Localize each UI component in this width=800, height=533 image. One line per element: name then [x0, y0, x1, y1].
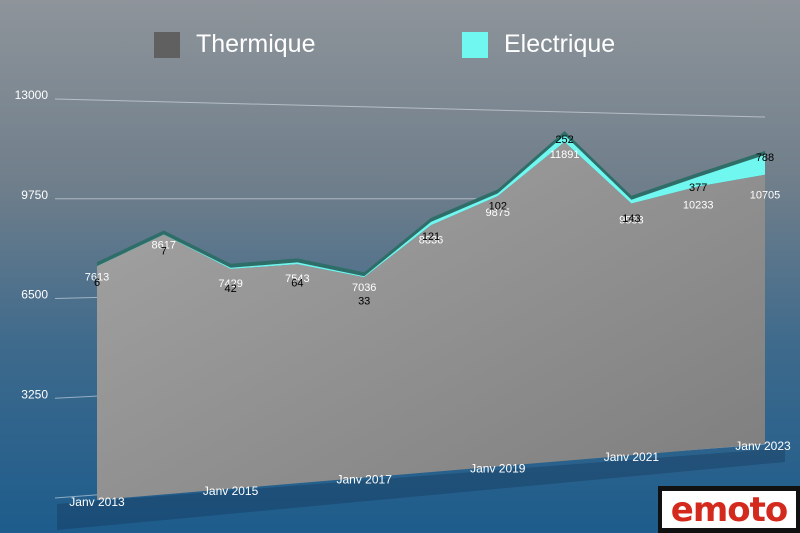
emoto-logo-text: emoto — [662, 491, 796, 528]
legend-swatch-thermique — [154, 31, 180, 58]
x-tick-label: Janv 2019 — [470, 461, 526, 475]
electrique-data-label: 33 — [358, 295, 370, 307]
y-tick-label: 9750 — [21, 188, 48, 202]
legend-item-electrique: Electrique — [462, 30, 615, 59]
thermique-data-label: 10233 — [683, 200, 714, 212]
ground-shadow — [57, 448, 785, 530]
x-tick-label: Janv 2015 — [203, 484, 259, 498]
thermique-data-label: 7543 — [285, 273, 309, 285]
thermique-data-label: 8617 — [152, 240, 176, 252]
thermique-data-label: 9875 — [486, 207, 510, 219]
thermique-area — [97, 141, 765, 500]
thermique-data-label: 7036 — [352, 282, 376, 294]
electrique-data-label: 7 — [161, 245, 167, 257]
emoto-logo: emoto — [658, 486, 800, 533]
thermique-data-label: 11891 — [550, 149, 580, 161]
electrique-data-label: 6 — [94, 277, 100, 289]
legend-label-thermique: Thermique — [196, 30, 316, 58]
electrique-data-label: 252 — [555, 134, 573, 146]
thermique-data-label: 10705 — [750, 190, 781, 202]
thermique-data-label: 7613 — [85, 271, 109, 283]
x-axis-ticks: Janv 2013 Janv 2015 Janv 2017 Janv 2019 Janv… — [69, 439, 791, 509]
electrique-data-label: 102 — [489, 200, 507, 212]
electrique-data-label: 143 — [622, 213, 640, 225]
electrique-data-label: 788 — [756, 152, 774, 164]
legend-swatch-electrique — [462, 31, 488, 58]
y-axis-ticks: 3250 6500 9750 13000 — [15, 88, 49, 401]
y-tick-label: 13000 — [15, 88, 49, 102]
thermique-data-label: 7429 — [218, 278, 242, 290]
electrique-data-label: 64 — [291, 277, 303, 289]
legend-label-electrique: Electrique — [504, 30, 616, 58]
y-tick-label: 3250 — [21, 387, 48, 401]
electrique-data-label: 121 — [422, 231, 440, 243]
x-tick-label: Janv 2013 — [69, 495, 125, 509]
electrique-area — [97, 135, 765, 278]
gridline — [54, 98, 766, 118]
y-tick-label: 6500 — [21, 288, 48, 302]
legend-item-thermique: Thermique — [154, 30, 316, 59]
data-labels: 7613 8617 7429 7543 7036 8836 9875 11891 9583 102… — [85, 134, 781, 307]
x-tick-label: Janv 2023 — [735, 439, 791, 453]
x-tick-label: Janv 2021 — [604, 450, 660, 464]
electrique-data-label: 377 — [689, 182, 707, 194]
thermique-data-label: 8836 — [419, 234, 443, 246]
electrique-data-label: 42 — [224, 283, 236, 295]
thermique-data-label: 9583 — [619, 215, 643, 227]
x-tick-label: Janv 2017 — [337, 473, 393, 487]
